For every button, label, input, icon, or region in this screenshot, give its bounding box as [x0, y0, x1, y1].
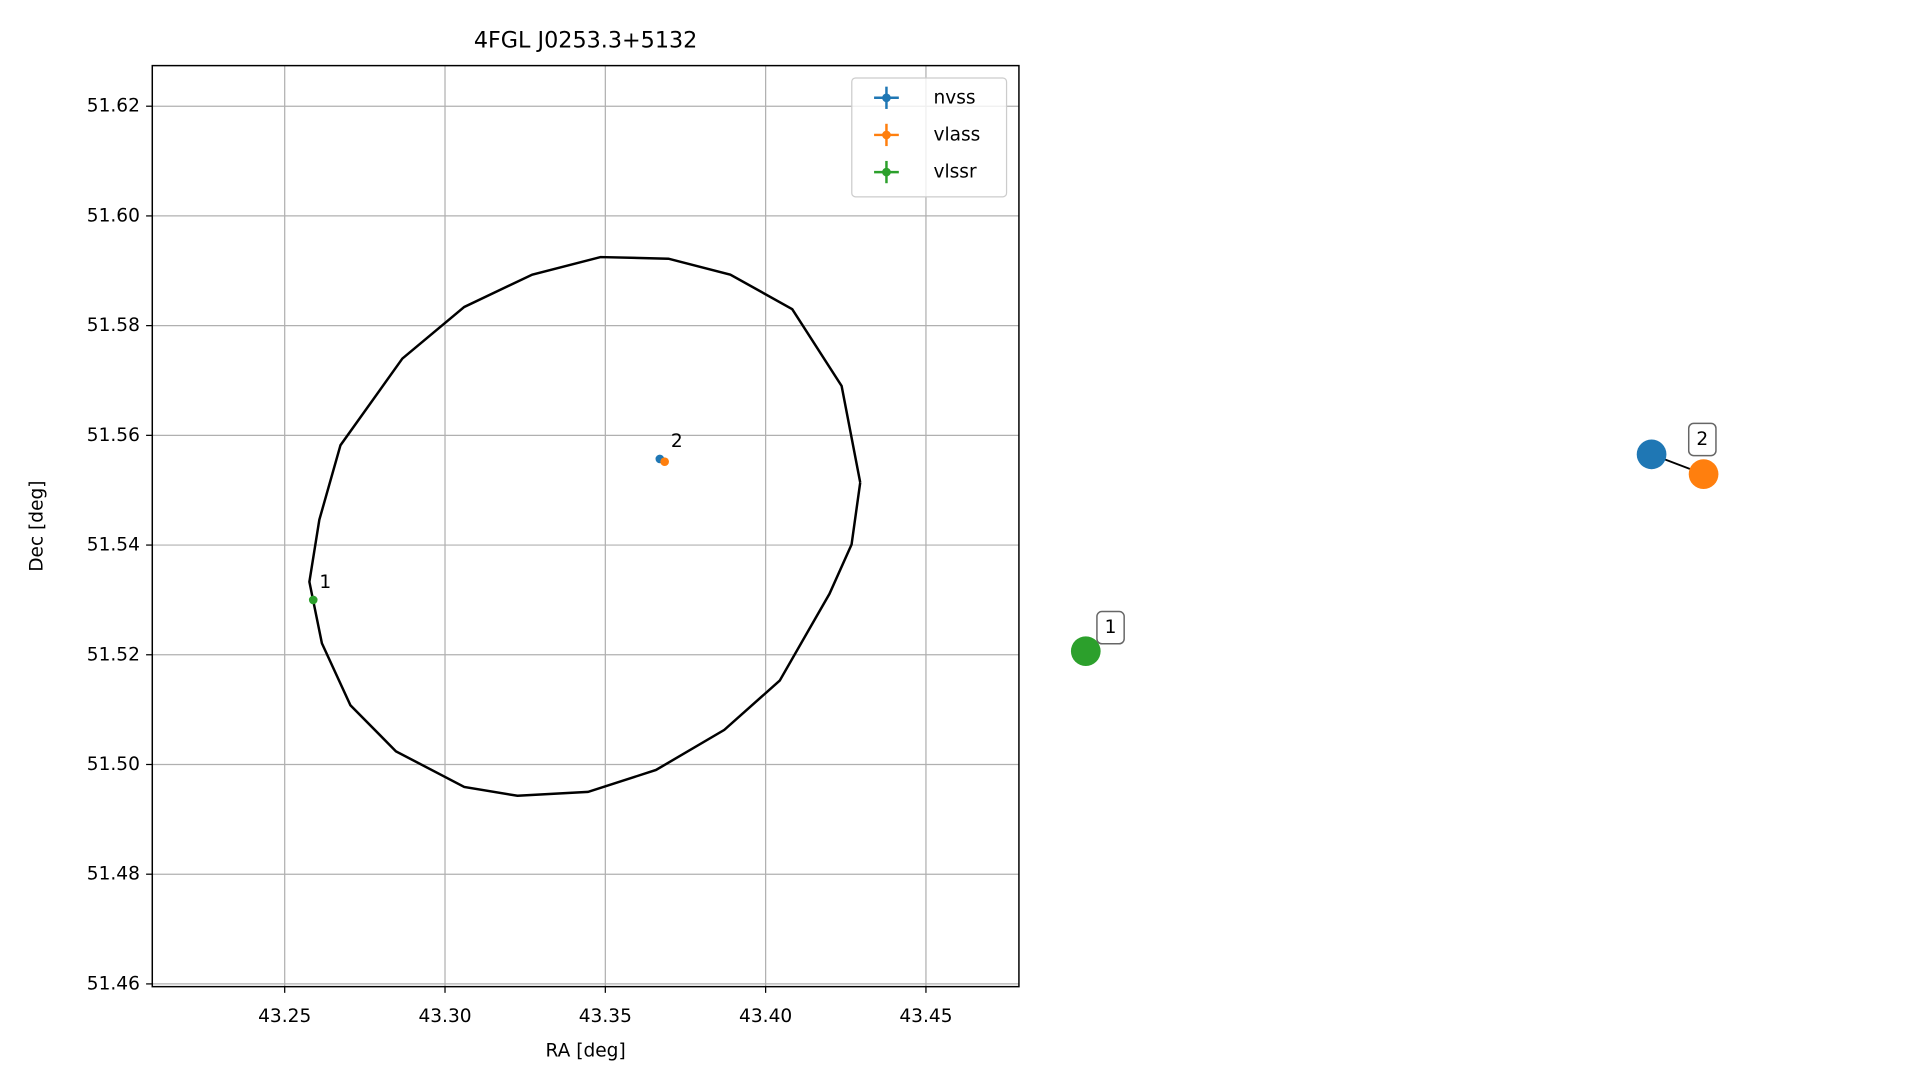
x-tick-label: 43.40: [739, 1006, 792, 1027]
y-tick-label: 51.56: [87, 425, 140, 446]
point-label: 2: [671, 431, 683, 452]
x-axis-label: RA [deg]: [545, 1041, 625, 1062]
y-tick-label: 51.48: [87, 864, 140, 885]
legend-box: [851, 77, 1008, 198]
legend-icon: [882, 93, 891, 103]
legend-icon: [882, 167, 891, 177]
point-label: 1: [319, 572, 331, 593]
y-tick-label: 51.54: [87, 535, 140, 556]
y-tick-label: 51.62: [87, 96, 140, 117]
chart-title: 4FGL J0253.3+5132: [474, 27, 698, 53]
legend-label: vlass: [934, 124, 981, 145]
legend-icon: [882, 130, 891, 140]
x-tick-label: 43.25: [258, 1006, 311, 1027]
error-ellipse: [308, 255, 862, 797]
y-tick-label: 51.58: [87, 315, 140, 336]
y-tick-label: 51.52: [87, 644, 140, 665]
x-tick-label: 43.45: [899, 1006, 952, 1027]
node: [1070, 636, 1101, 667]
node: [1688, 459, 1719, 489]
x-tick-label: 43.30: [418, 1006, 471, 1027]
node-label: 2: [1696, 429, 1708, 450]
y-axis-label: Dec [deg]: [27, 480, 48, 571]
legend-label: nvss: [934, 87, 976, 108]
label-box: [1687, 422, 1717, 457]
data-point: [660, 457, 669, 467]
node: [1636, 439, 1667, 470]
axes-frame: [151, 64, 1020, 988]
data-point: [308, 595, 318, 605]
label-box: [1096, 610, 1125, 645]
x-tick-label: 43.35: [579, 1006, 632, 1027]
y-tick-label: 51.50: [87, 754, 140, 775]
y-tick-label: 51.46: [87, 973, 140, 994]
node-label: 1: [1105, 617, 1117, 638]
y-tick-label: 51.60: [87, 205, 140, 226]
legend-label: vlssr: [934, 162, 977, 183]
